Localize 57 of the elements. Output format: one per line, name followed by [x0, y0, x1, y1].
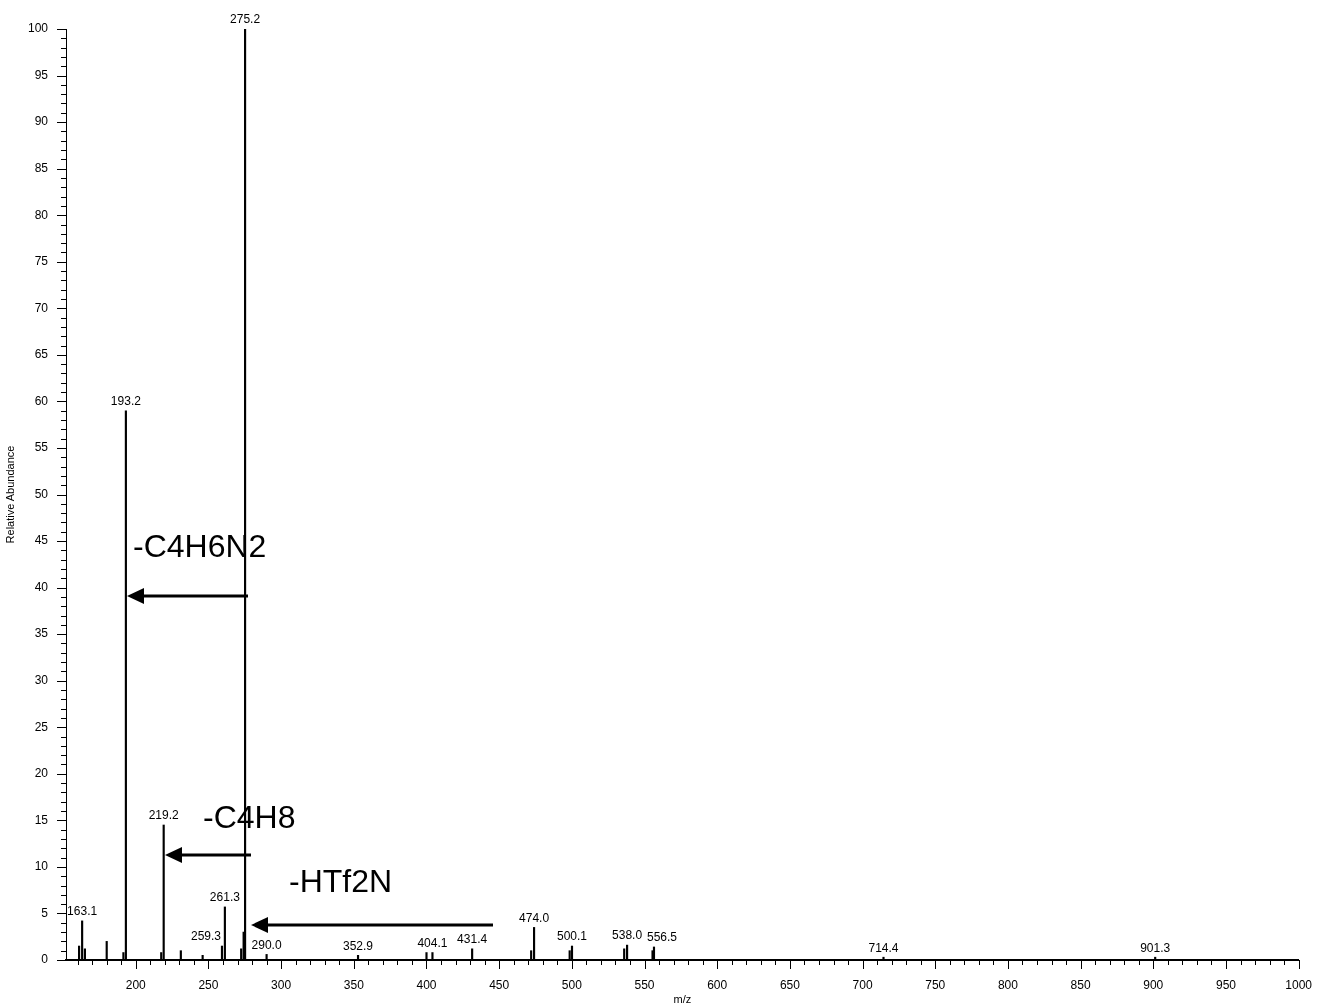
- y-tick-label: 5: [41, 905, 49, 920]
- x-tick-label: 850: [1070, 977, 1091, 992]
- annotation: 556.5: [646, 930, 678, 945]
- x-tick-label: 400: [416, 977, 437, 992]
- y-tick-label: 0: [41, 952, 49, 967]
- y-tick-label: 90: [34, 114, 49, 129]
- annotation: 538.0: [612, 928, 643, 943]
- annotation: 404.1: [417, 935, 448, 950]
- y-tick-label: 10: [34, 859, 49, 874]
- x-tick-label: 200: [125, 977, 147, 992]
- annotation: 259.3: [190, 929, 222, 944]
- annotation: 261.3: [209, 890, 241, 905]
- x-tick-label: 800: [997, 977, 1019, 992]
- annotation: 500.1: [556, 929, 588, 944]
- y-tick-label: 80: [34, 207, 49, 222]
- x-tick-label: 700: [852, 977, 873, 992]
- annotation: 431.4: [457, 932, 488, 947]
- y-tick-label: 20: [34, 766, 49, 781]
- x-tick-label: 450: [489, 977, 510, 992]
- x-tick-label: 650: [779, 977, 801, 992]
- y-tick-label: 15: [34, 812, 49, 827]
- x-axis-title: m/z: [673, 993, 692, 1006]
- x-tick-label: 550: [634, 977, 655, 992]
- y-tick-label: 65: [34, 347, 49, 362]
- annotation: 275.2: [230, 12, 261, 27]
- annotation: -HTf2N: [289, 863, 393, 899]
- annotation: 193.2: [110, 394, 142, 409]
- x-tick-label: 1000: [1285, 977, 1313, 992]
- y-tick-label: 85: [34, 160, 49, 175]
- y-tick-label: 35: [34, 626, 49, 641]
- y-axis-title: Relative Abundance: [3, 445, 16, 544]
- annotation: 714.4: [868, 940, 899, 955]
- annotation: 901.3: [1140, 940, 1171, 955]
- x-tick-label: 500: [561, 977, 583, 992]
- annotation: 352.9: [343, 938, 374, 953]
- x-tick-label: 350: [343, 977, 365, 992]
- annotation: 163.1: [67, 904, 98, 919]
- x-tick-label: 750: [925, 977, 946, 992]
- x-tick-label: 900: [1143, 977, 1164, 992]
- y-tick-label: 95: [34, 67, 49, 82]
- y-tick-label: 55: [34, 440, 49, 455]
- x-tick-label: 950: [1215, 977, 1237, 992]
- x-tick-label: 600: [707, 977, 728, 992]
- y-tick-label: 25: [34, 719, 49, 734]
- y-tick-label: 75: [34, 254, 49, 269]
- x-tick-label: 300: [271, 977, 292, 992]
- y-tick-label: 100: [27, 21, 49, 36]
- y-tick-label: 70: [34, 300, 49, 315]
- y-tick-label: 50: [34, 486, 49, 501]
- annotation: 474.0: [519, 910, 550, 925]
- x-tick-label: 250: [198, 977, 219, 992]
- y-tick-label: 40: [34, 579, 49, 594]
- annotation: 290.0: [251, 937, 282, 952]
- y-tick-label: 30: [34, 673, 49, 688]
- annotation: 219.2: [148, 808, 180, 823]
- y-tick-label: 45: [34, 533, 49, 548]
- y-tick-label: 60: [34, 393, 49, 408]
